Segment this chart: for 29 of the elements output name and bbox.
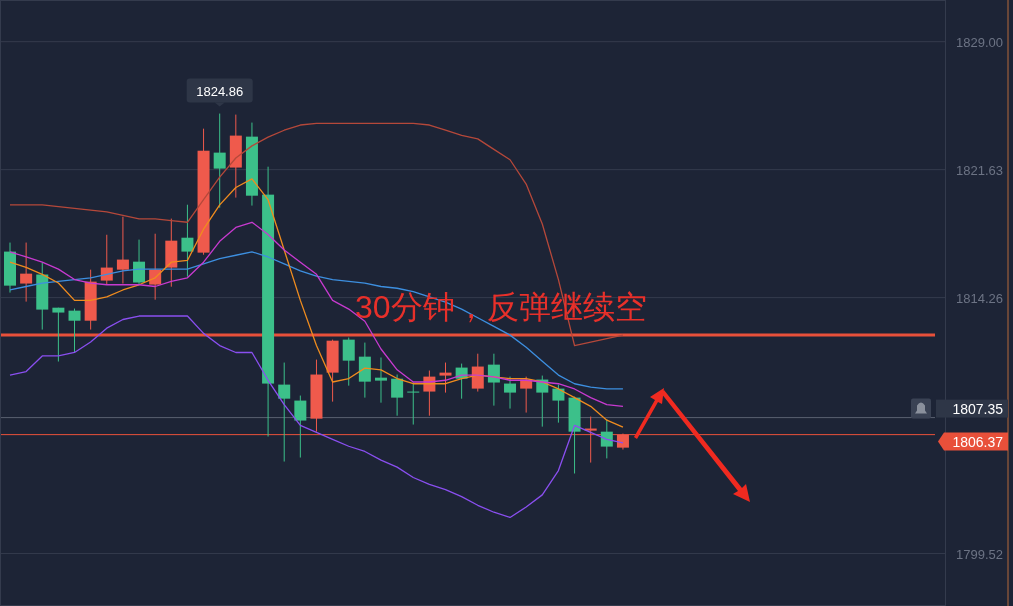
candlestick [133,239,146,286]
candlestick [116,216,129,285]
candlestick [487,353,500,407]
candlestick [100,234,113,286]
candlestick [181,204,194,278]
y-tick-label: 1821.63 [956,162,1003,178]
candlestick [552,384,565,424]
candlestick [278,362,291,463]
candlestick [391,374,404,417]
candlestick [68,308,81,354]
annotation: 1824.86 [196,83,244,99]
y-tick-label: 1829.00 [956,34,1003,50]
candlestick [407,382,420,426]
text: 30分钟，反弹继续空 [355,289,647,325]
candlestick [52,307,65,363]
candlestick [20,242,33,303]
candlestick [149,233,162,301]
ref-line-label: 1806.37 [952,433,1004,450]
candlestick [504,376,517,410]
candlestick [600,419,613,459]
y-tick-label: 1799.52 [956,546,1003,562]
candlestick [471,353,484,393]
candlestick [439,362,452,394]
candlestick [294,395,307,459]
candlestick [342,337,355,387]
y-tick-label: 1814.26 [956,290,1003,306]
candlestick [374,357,387,404]
candlestick [213,113,226,209]
ref-line-label: 1807.35 [952,400,1004,417]
